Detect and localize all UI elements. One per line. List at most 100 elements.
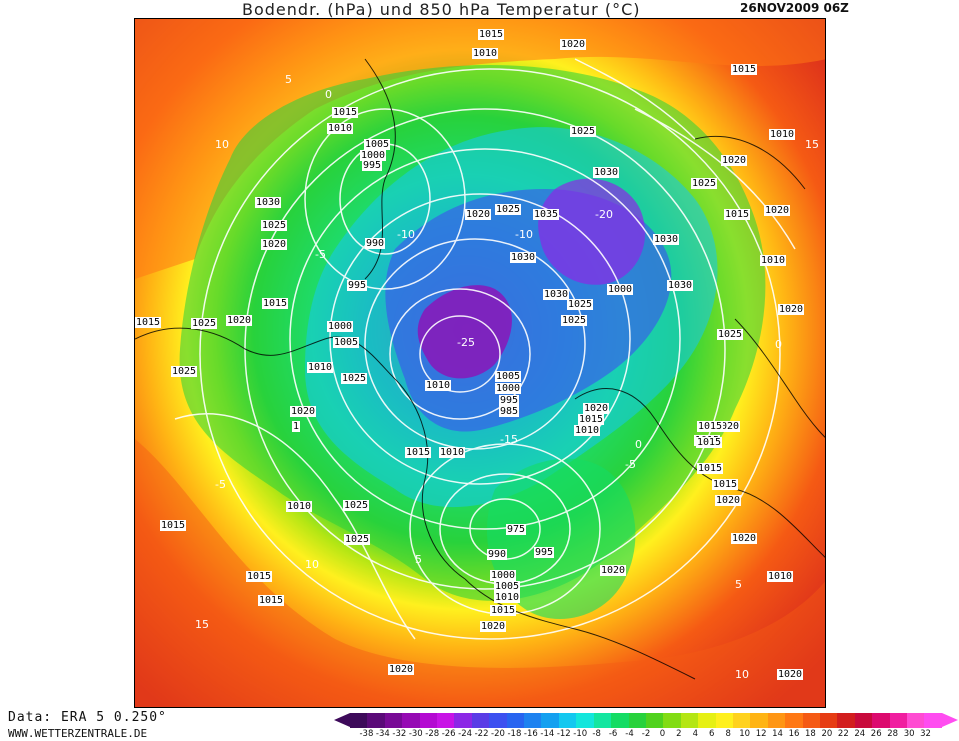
isobar-label: 1015 <box>712 479 739 490</box>
legend-swatch <box>454 713 472 728</box>
isobar-label: 1025 <box>261 220 288 231</box>
isobar-label: 1020 <box>226 315 253 326</box>
legend-swatch <box>437 713 455 728</box>
legend-swatch <box>524 713 542 728</box>
legend-tick-label: 32 <box>920 729 931 739</box>
isobar-label: 975 <box>506 524 527 535</box>
isobar-label: 1030 <box>593 167 620 178</box>
legend-arrow-right-icon <box>942 713 958 727</box>
legend-swatch <box>698 713 716 728</box>
legend-tick-label: 26 <box>870 729 882 739</box>
isobar-label: 1005 <box>333 337 360 348</box>
isobar-label: 1020 <box>388 664 415 675</box>
legend-tick-label: 10 <box>739 729 751 739</box>
temperature-field <box>135 19 825 707</box>
legend-swatch <box>611 713 629 728</box>
isobar-label: 1020 <box>764 205 791 216</box>
isobar-label: 1000 <box>327 321 354 332</box>
isotherm-label: -5 <box>625 458 636 471</box>
isobar-label: 1000 <box>607 284 634 295</box>
isotherm-label: 10 <box>305 558 319 571</box>
isobar-label: 1020 <box>261 239 288 250</box>
isobar-label: 1020 <box>290 406 317 417</box>
isobar-label: 1020 <box>715 495 742 506</box>
isobar-label: 1015 <box>262 298 289 309</box>
legend-swatch <box>593 713 612 728</box>
isobar-label: 990 <box>365 238 386 249</box>
legend-swatch <box>732 713 751 728</box>
legend-tick-label: -8 <box>592 729 601 739</box>
isobar-label: 1015 <box>731 64 758 75</box>
legend-swatch <box>837 713 855 728</box>
isotherm-label: -20 <box>595 208 613 221</box>
isotherm-label: 0 <box>635 438 642 451</box>
isobar-label: 1030 <box>653 234 680 245</box>
isotherm-label: -25 <box>457 336 475 349</box>
isotherm-label: -10 <box>397 228 415 241</box>
legend-tick-label: -20 <box>491 729 505 739</box>
legend-swatch <box>889 713 907 728</box>
legend-tick-label: -28 <box>425 729 440 739</box>
legend-tick-label: -16 <box>523 729 538 739</box>
data-source-label: Data: ERA 5 0.250° <box>8 710 167 725</box>
legend-tick-label: 30 <box>903 729 915 739</box>
isobar-label: 1010 <box>286 501 313 512</box>
isobar-label: 1015 <box>258 595 285 606</box>
isobar-label: 995 <box>499 395 520 406</box>
isotherm-label: -10 <box>515 228 533 241</box>
isobar-label: 1015 <box>697 421 724 432</box>
isobar-label: 985 <box>499 406 520 417</box>
legend-tick-labels: -38 -34 -32 -30 -28 -26 -24 -22 -20 -18 -16 -14 -12-… <box>350 729 942 741</box>
isobar-label: 1005 <box>495 371 522 382</box>
legend-tick-label: -22 <box>474 729 489 739</box>
legend-tick-label: -2 <box>641 729 651 739</box>
legend-tick-label: 4 <box>692 729 699 739</box>
isobar-label: 1010 <box>494 592 521 603</box>
isobar-label: 1020 <box>465 209 492 220</box>
isobar-label: 1025 <box>717 329 744 340</box>
legend-swatch <box>785 713 803 728</box>
legend-swatch <box>541 713 559 728</box>
legend-swatch <box>384 713 403 728</box>
legend-swatch <box>645 713 664 728</box>
isobar-label: 1030 <box>543 289 570 300</box>
legend-swatch <box>367 713 385 728</box>
isotherm-label: 0 <box>775 338 782 351</box>
legend-tick-label: -4 <box>625 729 634 739</box>
temperature-color-legend: -38 -34 -32 -30 -28 -26 -24 -22 -20 -18 -16 -14 -12-… <box>334 712 958 741</box>
legend-swatch <box>419 713 438 728</box>
isobar-label: 1005 <box>494 581 521 592</box>
legend-color-bar <box>350 713 942 728</box>
legend-swatch <box>872 713 890 728</box>
legend-swatch <box>350 713 368 728</box>
legend-swatch <box>558 713 577 728</box>
legend-tick-label: -6 <box>608 729 618 739</box>
isobar-label: 1015 <box>160 520 187 531</box>
isotherm-label: 15 <box>195 618 209 631</box>
isobar-label: 1020 <box>480 621 507 632</box>
isobar-label: 1015 <box>405 447 432 458</box>
isobar-label: 1020 <box>583 403 610 414</box>
legend-swatch <box>715 713 733 728</box>
legend-tick-label: -18 <box>507 729 522 739</box>
isobar-label: 1025 <box>570 126 597 137</box>
isobar-label: 1015 <box>135 317 162 328</box>
isotherm-label: 5 <box>285 73 292 86</box>
legend-swatch <box>819 713 838 728</box>
legend-swatch <box>802 713 820 728</box>
legend-swatch <box>663 713 681 728</box>
legend-tick-label: 28 <box>887 729 899 739</box>
isobar-label: 1010 <box>425 380 452 391</box>
legend-tick-label: -26 <box>441 729 456 739</box>
isobar-label: 1015 <box>724 209 751 220</box>
isobar-label: 1020 <box>777 669 804 680</box>
legend-tick-label: 8 <box>725 729 731 739</box>
legend-tick-label: -14 <box>540 729 555 739</box>
legend-swatch <box>767 713 786 728</box>
isobar-label: 1000 <box>360 150 387 161</box>
isobar-label: 1025 <box>171 366 198 377</box>
isobar-label: 1020 <box>714 421 741 432</box>
isobar-label: 1025 <box>495 204 522 215</box>
map-title: Bodendr. (hPa) und 850 hPa Temperatur (°… <box>242 0 641 19</box>
isobar-label: 1030 <box>510 252 537 263</box>
